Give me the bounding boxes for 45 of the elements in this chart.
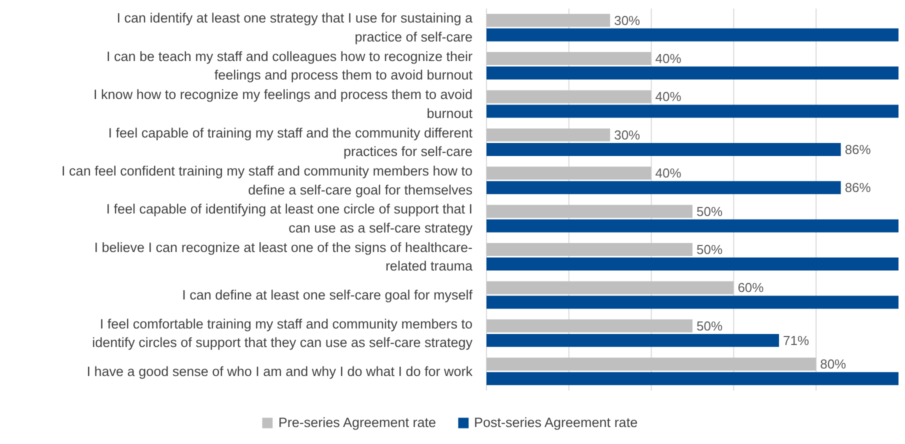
data-label: 40%: [655, 166, 682, 181]
data-label: 40%: [655, 89, 682, 104]
legend-label: Pre-series Agreement rate: [278, 415, 436, 430]
legend-label: Post-series Agreement rate: [474, 415, 638, 430]
y-tick-label: I know how to recognize my feelings and process them to avoid burnout: [94, 87, 473, 121]
data-label: 50%: [696, 318, 723, 334]
bar: [486, 52, 652, 66]
bar: [486, 28, 898, 42]
bar: [486, 142, 841, 156]
bar: [486, 219, 898, 232]
bar: [486, 281, 734, 294]
data-label: 30%: [614, 127, 641, 142]
data-label: 50%: [696, 204, 723, 219]
bar: [486, 128, 610, 142]
bar: [486, 204, 692, 218]
bar: [486, 181, 841, 194]
y-tick-label: I believe I can recognize at least one of the signs of healthcare-related trauma: [94, 240, 473, 274]
y-tick-label: I can define at least one self-care goal for myself: [182, 287, 473, 302]
bar: [486, 372, 898, 386]
y-tick-label: I feel capable of training my staff and the community different practices for self-care: [108, 125, 473, 160]
bar: [486, 319, 692, 332]
bar: [486, 258, 898, 271]
y-tick-label: I can feel confident training my staff and community members how to define a self-care goal for themselves: [62, 164, 473, 198]
data-label: 86%: [844, 180, 872, 196]
y-tick-label: I can be teach my staff and colleagues how to recognize their feelings and process them to avoid burnout: [106, 48, 474, 83]
data-label: 40%: [655, 51, 682, 66]
data-label: 50%: [696, 242, 723, 258]
y-tick-label: I feel comfortable training my staff and community members to identify circles of support that they can use as self-care strategy: [92, 316, 473, 350]
data-label: 80%: [820, 356, 847, 372]
bar: [486, 334, 780, 347]
data-label: 71%: [783, 332, 810, 348]
bar: [486, 296, 898, 309]
data-label: 60%: [738, 280, 764, 296]
data-label: 86%: [844, 142, 872, 157]
y-tick-label: I can identify at least one strategy that I use for sustaining a practice of self-care: [116, 10, 473, 44]
bar: [486, 358, 816, 371]
data-label: 30%: [614, 12, 641, 28]
y-tick-label: I feel capable of identifying at least one circle of support that I can use as a self-care strategy: [106, 202, 473, 236]
bar: [486, 166, 652, 180]
bar: [486, 104, 898, 118]
y-tick-label: I have a good sense of who I am and why I do what I do for work: [86, 364, 473, 379]
bar: [486, 14, 610, 27]
bar: [486, 66, 898, 80]
bar: [486, 90, 652, 104]
bar: [486, 243, 692, 256]
